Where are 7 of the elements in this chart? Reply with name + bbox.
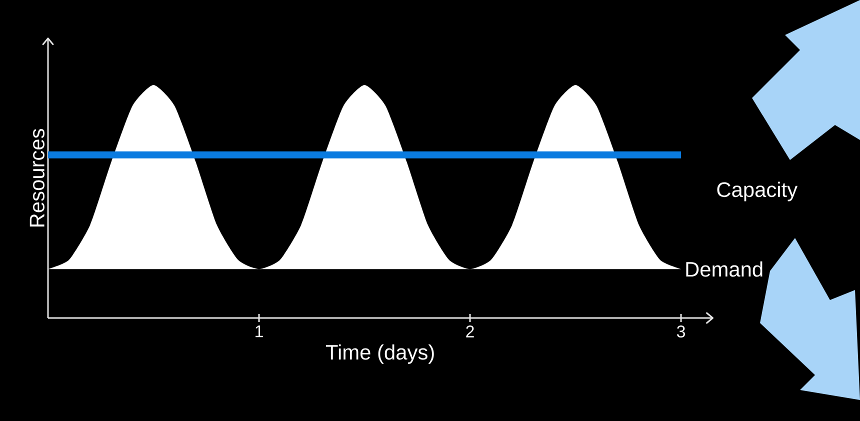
series-label: Demand <box>686 261 762 277</box>
x-tick-label: 2 <box>466 326 474 338</box>
x-axis-title: Time (days) <box>326 344 434 364</box>
x-tick-label: 3 <box>676 326 685 338</box>
y-axis-title: Resources <box>30 128 44 226</box>
x-tick-label: 1 <box>256 326 263 338</box>
text: Capacity <box>717 182 798 202</box>
